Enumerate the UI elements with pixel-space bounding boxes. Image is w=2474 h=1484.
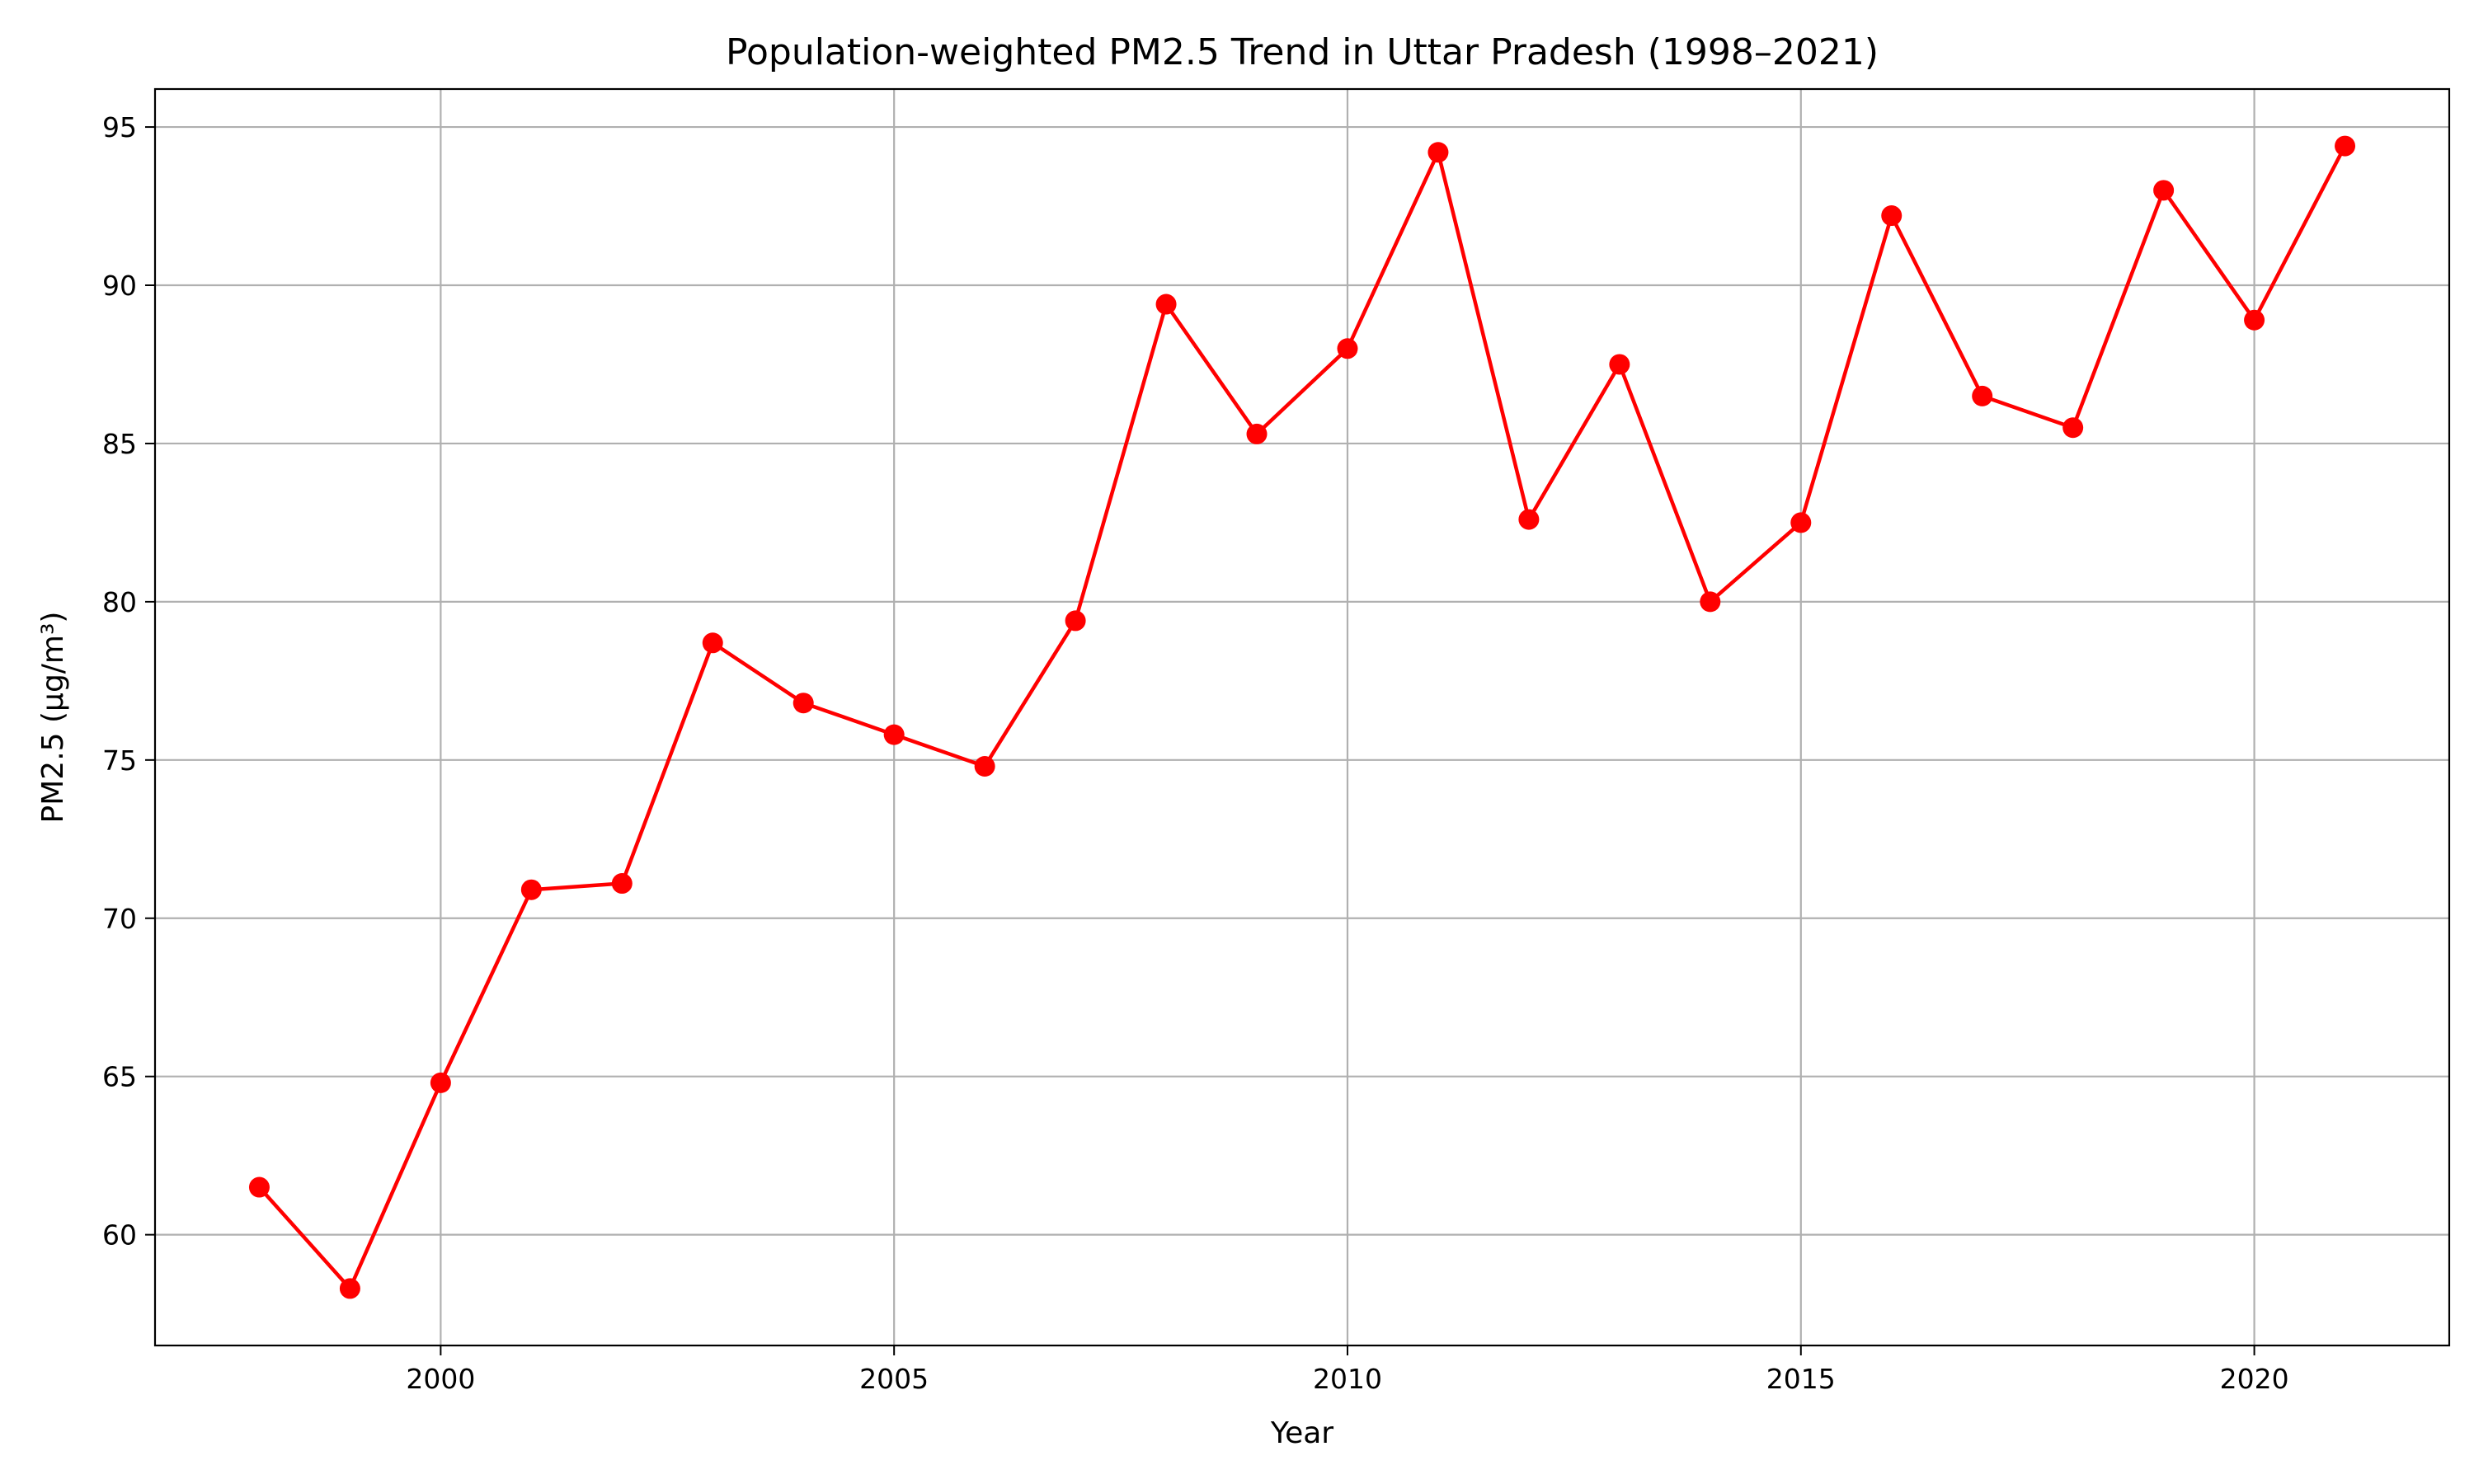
chart-title: Population-weighted PM2.5 Trend in Uttar… xyxy=(726,31,1879,73)
y-tick-label: 70 xyxy=(102,903,137,935)
data-point xyxy=(248,1176,270,1198)
series-line xyxy=(257,145,2347,1291)
data-point xyxy=(2335,135,2356,157)
data-point xyxy=(1790,512,1812,533)
axis-ticks: 2000 2005 2010 2015 2020 60 65 70 75 80 85 90 95 xyxy=(102,111,2289,1395)
data-point xyxy=(1337,338,1358,359)
data-point xyxy=(883,724,905,745)
data-point xyxy=(520,879,542,900)
data-point xyxy=(1427,142,1449,163)
data-point xyxy=(702,632,723,654)
data-point xyxy=(611,873,633,895)
y-tick-label: 80 xyxy=(102,586,137,618)
data-point xyxy=(2153,180,2175,201)
x-tick-label: 2010 xyxy=(1313,1363,1382,1395)
y-tick-label: 85 xyxy=(102,428,137,460)
y-tick-label: 95 xyxy=(102,111,137,143)
data-point xyxy=(1518,509,1540,530)
data-point xyxy=(2244,309,2265,331)
data-point xyxy=(974,756,995,777)
x-tick-label: 2015 xyxy=(1766,1363,1836,1395)
data-point xyxy=(1881,205,1903,227)
x-axis-label: Year xyxy=(1270,1416,1333,1450)
data-point xyxy=(1246,423,1268,444)
y-tick-label: 65 xyxy=(102,1061,137,1093)
plot-frame xyxy=(153,87,2451,1347)
data-point xyxy=(430,1072,451,1093)
data-point xyxy=(1700,591,1721,613)
data-point xyxy=(339,1278,360,1299)
y-axis-label: PM2.5 (µg/m³) xyxy=(36,612,70,824)
x-tick-label: 2005 xyxy=(859,1363,929,1395)
data-point xyxy=(1065,610,1086,632)
y-tick-label: 75 xyxy=(102,744,137,777)
grid-lines xyxy=(155,89,2449,1345)
data-point xyxy=(1155,294,1177,315)
x-tick-label: 2000 xyxy=(406,1363,475,1395)
x-tick-label: 2020 xyxy=(2220,1363,2289,1395)
data-point xyxy=(1972,385,1993,406)
data-point xyxy=(1609,354,1630,375)
y-tick-label: 90 xyxy=(102,270,137,302)
y-tick-label: 60 xyxy=(102,1219,137,1252)
data-series xyxy=(248,135,2356,1299)
data-point xyxy=(2062,417,2084,439)
data-point xyxy=(793,693,814,714)
